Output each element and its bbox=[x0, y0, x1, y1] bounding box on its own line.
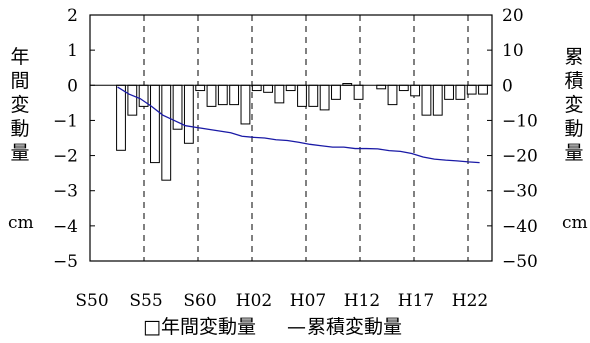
left-axis-label-char: 動 bbox=[10, 118, 29, 140]
x-tick-label: H12 bbox=[344, 291, 380, 311]
left-axis-ticks: 2 1 0 −1 −2 −3 −4 −5 bbox=[53, 6, 95, 272]
bar bbox=[376, 84, 387, 90]
bar bbox=[387, 84, 398, 106]
bar bbox=[331, 84, 341, 100]
left-axis-unit: cm bbox=[8, 213, 34, 233]
left-axis-label: 年間変動量 bbox=[10, 46, 29, 164]
bar bbox=[217, 84, 228, 106]
bar bbox=[421, 84, 432, 116]
left-tick-label: 0 bbox=[67, 76, 78, 96]
bar bbox=[308, 84, 319, 107]
cumulative-line bbox=[117, 86, 480, 164]
bar bbox=[455, 84, 466, 100]
right-axis-unit: cm bbox=[562, 213, 588, 233]
x-tick-label: S60 bbox=[183, 291, 216, 311]
right-axis-label-char: 変 bbox=[564, 94, 583, 116]
right-axis-label-char: 積 bbox=[564, 70, 583, 92]
legend: □ 年間変動量 — 累積変動量 bbox=[143, 316, 402, 338]
bar bbox=[183, 84, 194, 144]
x-tick-label: S55 bbox=[129, 291, 162, 311]
left-tick-label: −5 bbox=[53, 252, 78, 272]
bar bbox=[263, 84, 273, 93]
bar bbox=[161, 84, 172, 181]
bar bbox=[444, 84, 454, 100]
bar bbox=[297, 84, 307, 107]
right-axis-label: 累積変動量 bbox=[564, 46, 583, 164]
right-tick-label: −30 bbox=[502, 182, 538, 202]
x-tick-label: H22 bbox=[452, 291, 488, 311]
plot-frame bbox=[89, 14, 493, 262]
bar bbox=[195, 84, 206, 92]
left-axis-label-char: 量 bbox=[10, 142, 29, 164]
right-axis-label-char: 累 bbox=[564, 46, 583, 68]
x-tick-label: H07 bbox=[290, 291, 326, 311]
right-tick-label: −40 bbox=[502, 217, 538, 237]
bar bbox=[116, 84, 126, 151]
right-tick-label: −50 bbox=[502, 252, 538, 272]
left-tick-label: −4 bbox=[53, 217, 78, 237]
legend-line-symbol: — bbox=[287, 316, 306, 338]
left-axis-label-char: 変 bbox=[10, 94, 29, 116]
x-tick-label: H02 bbox=[236, 291, 272, 311]
legend-bar-label: 年間変動量 bbox=[161, 316, 256, 338]
line-series bbox=[117, 86, 480, 164]
bar bbox=[251, 84, 262, 92]
left-tick-label: −1 bbox=[53, 111, 78, 131]
left-axis-label-char: 年 bbox=[10, 46, 29, 68]
bar bbox=[206, 84, 217, 107]
bar bbox=[127, 84, 138, 116]
grid-lines bbox=[143, 15, 469, 261]
right-axis-label-char: 動 bbox=[564, 118, 583, 140]
left-axis-label-char: 間 bbox=[10, 70, 29, 92]
bar bbox=[432, 84, 443, 116]
bar bbox=[478, 84, 488, 95]
x-tick-label: S50 bbox=[75, 291, 108, 311]
right-tick-label: −10 bbox=[502, 111, 538, 131]
bar bbox=[285, 84, 296, 92]
right-tick-label: 20 bbox=[502, 6, 524, 26]
right-axis-ticks: 20 10 0 −10 −20 −30 −40 −50 bbox=[487, 6, 538, 272]
bar bbox=[466, 84, 477, 95]
bar bbox=[319, 84, 330, 111]
right-tick-label: 0 bbox=[502, 76, 513, 96]
legend-bar-symbol: □ bbox=[143, 316, 161, 338]
right-tick-label: −20 bbox=[502, 147, 538, 167]
legend-line-label: 累積変動量 bbox=[307, 316, 402, 338]
bar-series bbox=[116, 83, 488, 181]
x-axis-ticks: S50 S55 S60 H02 H07 H12 H17 H22 bbox=[75, 291, 488, 311]
bar bbox=[410, 84, 421, 97]
bar bbox=[229, 84, 240, 106]
bar bbox=[274, 84, 285, 104]
bar bbox=[150, 84, 160, 164]
left-tick-label: 1 bbox=[67, 41, 78, 61]
bar bbox=[353, 84, 364, 100]
bar bbox=[240, 84, 251, 125]
left-tick-label: −3 bbox=[53, 182, 78, 202]
left-tick-label: −2 bbox=[53, 147, 78, 167]
bar bbox=[398, 84, 409, 92]
x-tick-label: H17 bbox=[398, 291, 434, 311]
right-axis-label-char: 量 bbox=[564, 142, 583, 164]
left-tick-label: 2 bbox=[67, 6, 78, 26]
right-tick-label: 10 bbox=[502, 41, 524, 61]
